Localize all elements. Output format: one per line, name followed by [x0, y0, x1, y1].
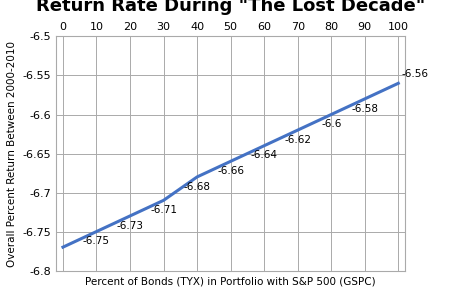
Text: -6.73: -6.73: [117, 221, 144, 231]
Text: -6.58: -6.58: [351, 104, 378, 114]
X-axis label: Percent of Bonds (TYX) in Portfolio with S&P 500 (GSPC): Percent of Bonds (TYX) in Portfolio with…: [86, 276, 376, 286]
Text: -6.62: -6.62: [284, 135, 311, 145]
Y-axis label: Overall Percent Return Between 2000-2010: Overall Percent Return Between 2000-2010: [7, 40, 17, 267]
Title: Return Rate During "The Lost Decade": Return Rate During "The Lost Decade": [36, 0, 425, 15]
Text: -6.6: -6.6: [321, 119, 342, 129]
Text: -6.75: -6.75: [83, 236, 110, 246]
Text: -6.64: -6.64: [251, 150, 278, 161]
Text: -6.66: -6.66: [217, 166, 244, 176]
Text: -6.68: -6.68: [184, 181, 211, 192]
Text: -6.71: -6.71: [150, 205, 177, 215]
Text: -6.56: -6.56: [402, 69, 429, 79]
